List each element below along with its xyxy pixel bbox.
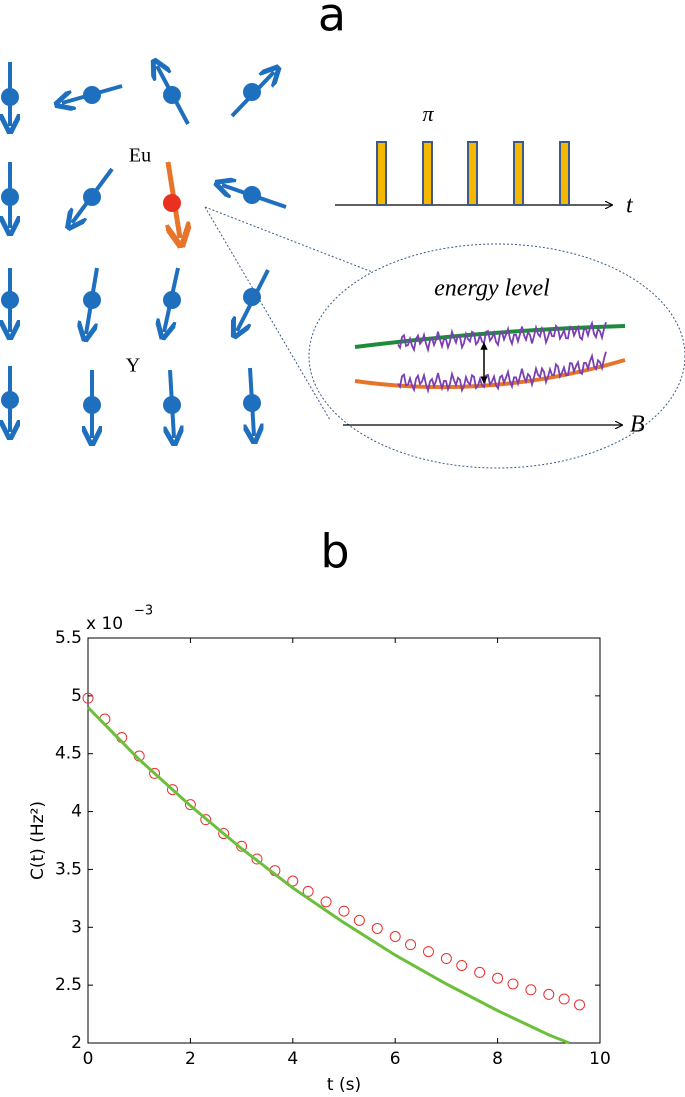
data-point <box>371 922 383 934</box>
y-tick-label: 5 <box>71 686 82 706</box>
y-tick-label: 4 <box>71 802 82 822</box>
zoom-line <box>204 206 381 276</box>
x-tick-label: 2 <box>185 1049 196 1069</box>
data-point <box>200 814 212 826</box>
data-point <box>251 853 263 865</box>
noise <box>397 320 607 354</box>
data-point <box>456 959 468 971</box>
eu-site <box>163 194 181 212</box>
spin-site <box>83 291 101 309</box>
panel-label: b <box>320 525 349 579</box>
axis-multiplier: x 10 <box>86 614 123 634</box>
data-point <box>405 939 417 951</box>
spin-site <box>83 188 101 206</box>
spin-site <box>163 396 181 414</box>
data-point <box>574 999 586 1011</box>
zoom-line <box>204 206 331 421</box>
inset-ellipse <box>308 243 685 469</box>
spin-lattice <box>1 62 287 438</box>
data-point <box>287 875 299 887</box>
data-point <box>440 953 452 965</box>
y-label: Y <box>126 355 140 377</box>
data-point <box>184 799 196 811</box>
data-point <box>338 905 350 917</box>
panel-label: a <box>318 0 346 42</box>
data-point <box>543 988 555 1000</box>
spin-site <box>243 394 261 412</box>
axis-exponent: −3 <box>134 604 153 619</box>
y-tick-label: 2.5 <box>55 975 82 995</box>
data-point <box>558 993 570 1005</box>
b-field-label: B <box>630 412 645 438</box>
y-tick-label: 5.5 <box>55 628 82 648</box>
x-tick-label: 0 <box>83 1049 94 1069</box>
noise <box>397 351 607 394</box>
fit-line <box>86 706 570 1045</box>
y-axis-label: C(t) (Hz²) <box>28 801 48 880</box>
energy-inset: energy level B <box>204 206 685 469</box>
spin-site <box>83 86 101 104</box>
spin-site <box>163 86 181 104</box>
data-point <box>149 767 161 779</box>
energy-label: energy level <box>434 276 550 302</box>
spin-site <box>1 188 19 206</box>
spin-site <box>1 291 19 309</box>
spin-site <box>243 288 261 306</box>
eu-label: Eu <box>129 145 151 167</box>
data-point <box>320 896 332 908</box>
data-point <box>166 784 178 796</box>
pulse <box>422 141 433 206</box>
data-point <box>302 885 314 897</box>
pi-label: π <box>422 101 434 126</box>
spin-site <box>1 391 19 409</box>
pulse-train: π t <box>335 101 634 219</box>
plot-frame <box>87 637 601 1044</box>
x-tick-label: 6 <box>390 1049 401 1069</box>
data-point <box>492 972 504 984</box>
x-axis-label: t (s) <box>327 1075 361 1095</box>
data-point <box>422 946 434 958</box>
spin-site <box>243 186 261 204</box>
spin-site <box>83 396 101 414</box>
x-tick-label: 8 <box>492 1049 503 1069</box>
x-tick-label: 10 <box>589 1049 611 1069</box>
data-point <box>525 984 537 996</box>
y-tick-label: 3.5 <box>55 859 82 879</box>
y-tick-label: 3 <box>71 917 82 937</box>
y-tick-label: 2 <box>71 1033 82 1053</box>
data-point <box>82 692 94 704</box>
data-point <box>353 914 365 926</box>
spin-site <box>1 88 19 106</box>
data-point <box>218 828 230 840</box>
spin-site <box>243 83 261 101</box>
pulse <box>376 141 387 206</box>
spin-site <box>163 291 181 309</box>
pulse <box>559 141 570 206</box>
plot: 22.533.544.555.50 2 4 6 8 10t (s)C(t) (Hz²)x … <box>28 604 611 1096</box>
data-point <box>389 931 401 943</box>
y-tick-label: 4.5 <box>55 744 82 764</box>
x-tick-label: 4 <box>287 1049 298 1069</box>
pulse <box>467 141 478 206</box>
pulse <box>513 141 524 206</box>
data-point <box>474 966 486 978</box>
data-point <box>507 978 519 990</box>
t-label: t <box>626 193 634 219</box>
